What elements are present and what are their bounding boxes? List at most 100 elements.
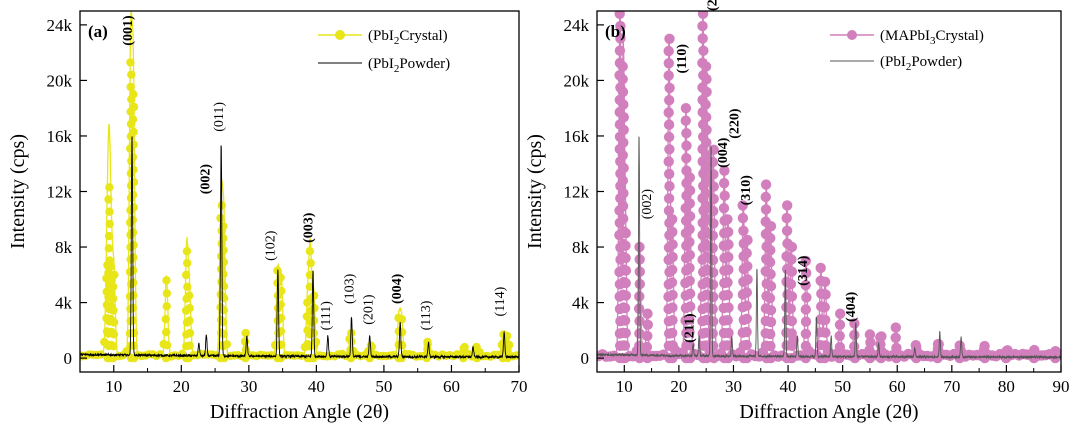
data-point <box>742 261 753 272</box>
data-point <box>701 175 712 186</box>
data-point <box>910 340 921 351</box>
data-point <box>684 288 696 299</box>
x-tick-label: 50 <box>375 377 392 396</box>
data-point <box>185 303 194 313</box>
data-point <box>183 282 192 291</box>
data-point <box>505 340 514 350</box>
x-tick-label: 10 <box>616 377 633 396</box>
data-point <box>664 168 675 180</box>
y-tick-label: 12k <box>47 183 73 202</box>
data-point <box>684 211 696 222</box>
data-point <box>723 302 734 313</box>
data-point <box>109 342 118 351</box>
data-point <box>642 330 653 342</box>
data-point <box>219 234 228 243</box>
data-point <box>106 262 116 271</box>
data-point <box>742 234 753 246</box>
data-point <box>664 33 675 44</box>
data-point <box>819 302 830 313</box>
data-point <box>634 291 645 302</box>
data-point <box>800 304 811 315</box>
data-point <box>109 318 119 327</box>
peak-label: (103) <box>343 273 358 304</box>
peak-label: (003) <box>301 212 316 243</box>
data-point <box>786 315 797 327</box>
data-point <box>129 127 138 137</box>
data-point <box>722 289 733 301</box>
data-point <box>800 328 812 339</box>
data-point <box>219 282 229 291</box>
data-point <box>620 265 632 276</box>
peak-label: (111) <box>319 301 334 331</box>
data-point <box>737 212 749 224</box>
data-point <box>667 327 678 339</box>
data-point <box>781 212 792 224</box>
data-point <box>708 205 719 217</box>
data-point <box>663 193 675 204</box>
data-point <box>345 334 354 344</box>
data-point <box>680 103 692 114</box>
data-point <box>667 226 678 238</box>
peak-label: (002) <box>640 189 655 220</box>
data-point <box>423 337 432 347</box>
data-point <box>864 329 876 340</box>
data-point <box>723 327 734 339</box>
panel-b: 10 20 30 40 50 60 70 80 90 0 4k 8k 12k 16k 20k 24k Diffr… <box>524 0 1070 423</box>
data-point <box>834 330 845 342</box>
data-point <box>701 86 712 98</box>
data-point <box>718 203 730 214</box>
data-point <box>781 225 793 236</box>
data-point <box>834 319 846 330</box>
data-point <box>722 340 733 351</box>
data-point <box>617 200 629 212</box>
data-point <box>618 162 629 174</box>
data-point <box>664 95 675 106</box>
data-point <box>634 328 645 339</box>
data-point <box>219 317 228 327</box>
data-point <box>664 144 675 155</box>
data-point <box>681 153 692 164</box>
data-point <box>765 281 777 292</box>
data-point <box>633 303 645 314</box>
x-axis-label: Diffraction Angle (2θ) <box>739 401 918 423</box>
data-point <box>765 245 776 256</box>
data-point <box>618 124 629 136</box>
legend-marker <box>847 30 857 40</box>
data-point <box>819 276 831 287</box>
series-line <box>80 11 519 361</box>
data-point <box>865 337 876 348</box>
data-point <box>933 339 944 350</box>
data-point <box>614 45 626 56</box>
data-point <box>620 290 632 301</box>
x-tick-label: 70 <box>511 377 528 396</box>
y-tick-label: 8k <box>572 238 590 257</box>
data-point <box>849 318 860 329</box>
data-point <box>185 328 195 338</box>
data-point <box>684 185 696 196</box>
data-point <box>182 247 192 256</box>
data-point <box>742 274 753 285</box>
y-tick-label: 12k <box>564 183 590 202</box>
data-point <box>663 131 675 143</box>
data-point <box>741 287 752 298</box>
data-point <box>707 254 719 266</box>
legend-entry: (PbI2Powder) <box>880 54 962 73</box>
legend-entry: (MAPbI3Crystal) <box>880 28 984 47</box>
data-point <box>110 270 119 279</box>
data-point <box>722 277 733 288</box>
data-point <box>129 203 138 212</box>
x-axis-label: Diffraction Angle (2θ) <box>210 401 389 423</box>
data-point <box>890 322 901 333</box>
peak-label: (202) <box>706 0 721 11</box>
x-tick-label: 90 <box>1053 377 1070 396</box>
x-tick-label: 30 <box>240 377 257 396</box>
data-point <box>617 86 629 98</box>
data-point <box>159 339 168 349</box>
data-point <box>801 292 812 303</box>
data-point <box>684 314 695 325</box>
peak-label: (002) <box>199 164 214 195</box>
x-tick-label: 50 <box>834 377 851 396</box>
data-point <box>800 255 811 267</box>
y-tick-label: 8k <box>55 238 73 257</box>
series-line <box>597 136 1061 360</box>
